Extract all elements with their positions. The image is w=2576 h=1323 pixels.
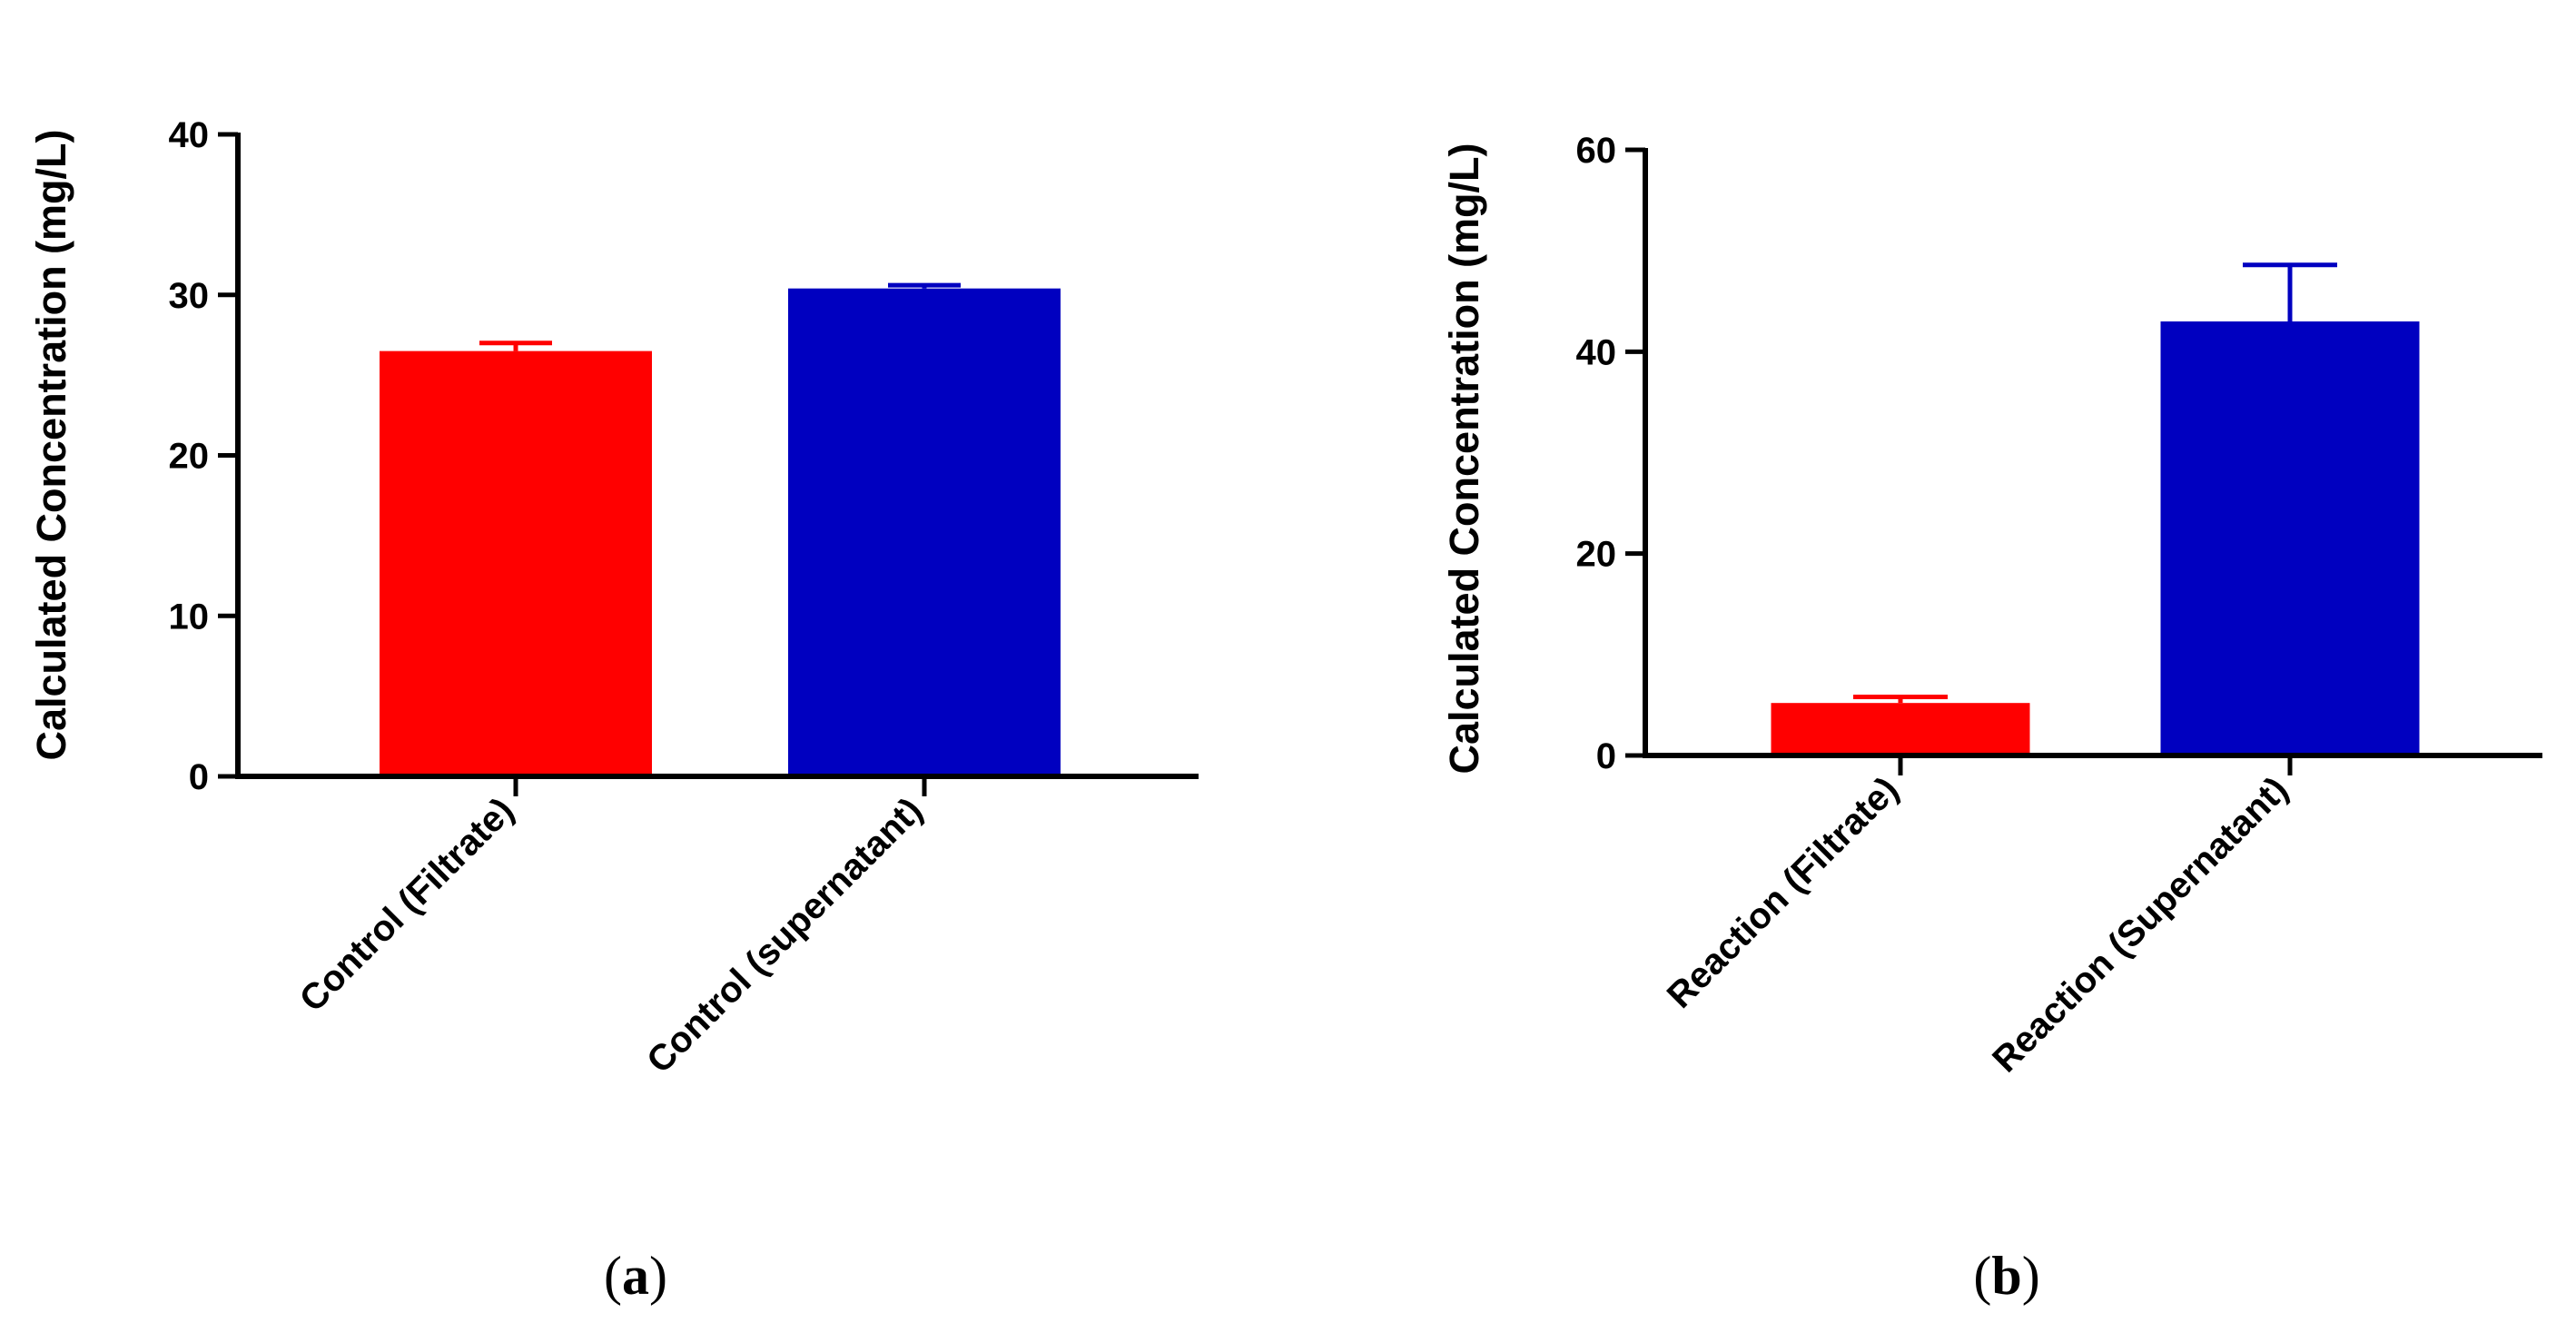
chart-b-ylabel: Calculated Concentration (mg/L) xyxy=(1441,143,1487,774)
chart-a-ytick-label-4: 40 xyxy=(169,115,210,155)
chart-a-bar-0 xyxy=(380,350,652,776)
chart-b-category-label-0: Reaction (Filtrate) xyxy=(1660,769,1907,1016)
chart-a-bar-1 xyxy=(788,288,1061,776)
chart-b-plot: 0 20 40 60 Reaction (Filtrate) Reaction (Supe… xyxy=(1576,131,2542,1081)
chart-a-ylabel: Calculated Concentration (mg/L) xyxy=(28,129,74,760)
chart-a-ytick-label-0: 0 xyxy=(189,757,209,797)
chart-b-ytick-label-0: 0 xyxy=(1596,736,1616,776)
chart-b-panel-label: (b) xyxy=(1973,1246,2039,1306)
chart-b-ytick-label-3: 60 xyxy=(1576,131,1617,171)
chart-a-ytick-label-1: 10 xyxy=(169,597,210,637)
chart-a-category-label-1: Control (supernatant) xyxy=(639,790,930,1081)
chart-a-ytick-label-2: 20 xyxy=(169,437,210,477)
chart-b-bar-1 xyxy=(2160,321,2420,755)
chart-a-ytick-label-3: 30 xyxy=(169,276,210,316)
chart-a-panel-label: (a) xyxy=(604,1246,667,1306)
chart-a: Calculated Concentration (mg/L) 0 10 20 30 4… xyxy=(28,115,1199,1306)
chart-b-ytick-label-1: 20 xyxy=(1576,535,1617,575)
chart-b-ytick-label-2: 40 xyxy=(1576,332,1617,372)
chart-b-bar-0 xyxy=(1771,703,2030,755)
chart-a-category-label-0: Control (Filtrate) xyxy=(292,790,522,1020)
chart-b: Calculated Concentration (mg/L) 0 20 40 60 R… xyxy=(1441,131,2542,1306)
chart-b-category-label-1: Reaction (Supernatant) xyxy=(1985,769,2295,1080)
chart-a-plot: 0 10 20 30 40 Control (Filtrate) Control (supe… xyxy=(169,115,1199,1081)
